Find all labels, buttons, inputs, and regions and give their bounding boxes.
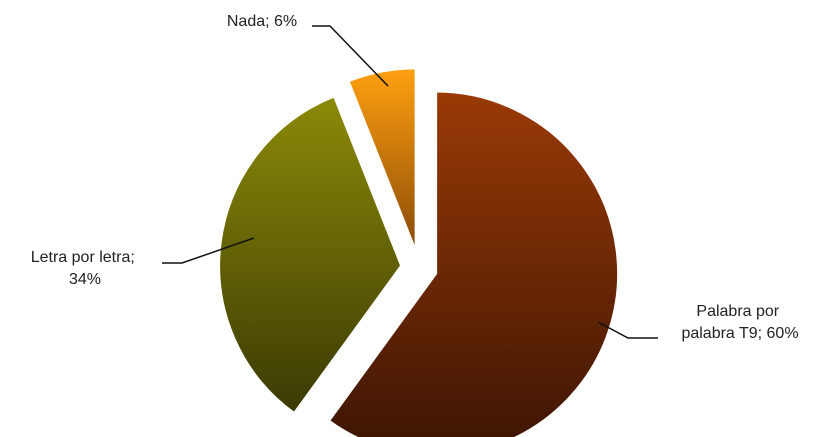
- slice-label-palabra-line2: palabra T9; 60%: [681, 325, 798, 342]
- pie-slice-letra: [218, 95, 403, 415]
- slice-label-letra-line1: Letra por letra;: [31, 249, 135, 266]
- leader-lines: [162, 25, 658, 339]
- leader-line-palabra: [597, 321, 658, 339]
- slice-label-letra-line2: 34%: [69, 271, 101, 288]
- slice-label-nada: Nada; 6%: [227, 13, 297, 30]
- slice-label-palabra: Palabra por palabra T9; 60%: [681, 303, 798, 342]
- leader-line-nada: [312, 25, 389, 87]
- pie-slice-nada: [347, 67, 417, 251]
- leader-line-letra: [162, 237, 255, 264]
- pie-slices: [218, 67, 620, 437]
- slice-label-letra: Letra por letra; 34%: [31, 249, 140, 288]
- slice-label-palabra-line1: Palabra por: [696, 303, 779, 320]
- pie-slice-palabra: [327, 90, 620, 437]
- slice-label-nada-line1: Nada; 6%: [227, 13, 297, 30]
